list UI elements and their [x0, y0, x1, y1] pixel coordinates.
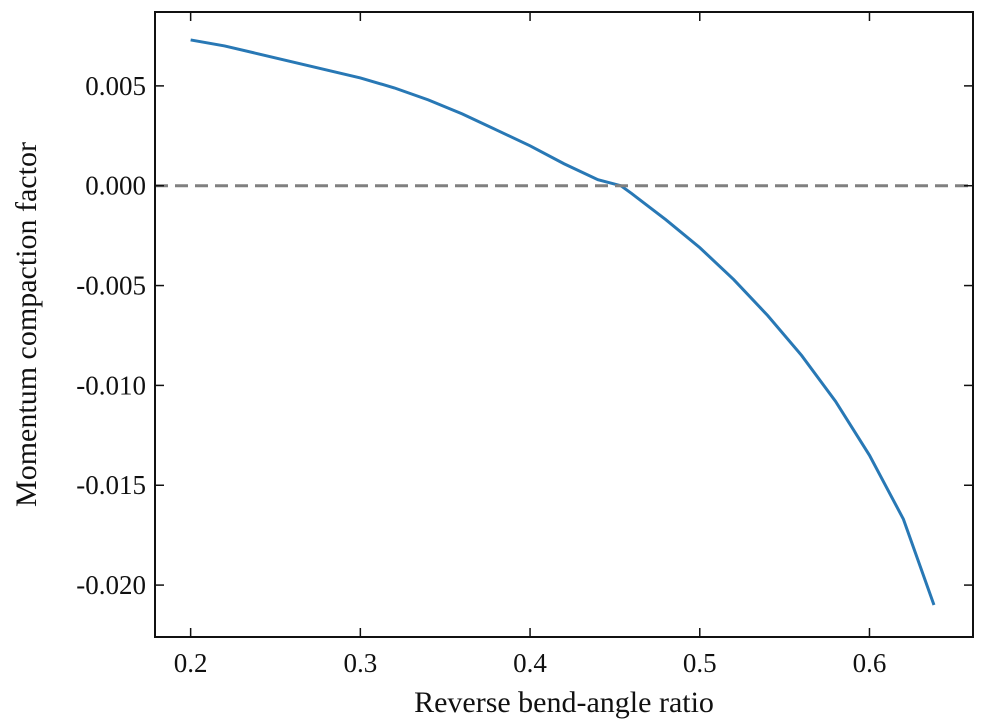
y-tick-label: 0.005: [85, 71, 146, 101]
x-tick-label: 0.6: [853, 648, 887, 678]
x-tick-label: 0.4: [513, 648, 547, 678]
y-tick-label: -0.010: [76, 370, 146, 400]
y-tick-label: -0.020: [76, 570, 146, 600]
y-tick-label: 0.000: [85, 171, 146, 201]
x-tick-label: 0.5: [683, 648, 717, 678]
plot-frame: [154, 11, 974, 638]
x-tick-label: 0.3: [343, 648, 377, 678]
x-tick-label: 0.2: [174, 648, 208, 678]
x-axis-ticks: 0.2 0.3 0.4 0.5 0.6: [174, 12, 887, 678]
data-series-line: [190, 38, 936, 606]
plot-series: [155, 38, 973, 606]
y-axis-ticks: 0.005 0.000 -0.005 -0.010 -0.015 -0.020: [76, 71, 973, 600]
y-tick-label: -0.005: [76, 271, 146, 301]
x-axis-label: Reverse bend-angle ratio: [414, 686, 714, 719]
y-axis-label: Momentum compaction factor: [10, 142, 43, 507]
y-tick-label: -0.015: [76, 470, 146, 500]
